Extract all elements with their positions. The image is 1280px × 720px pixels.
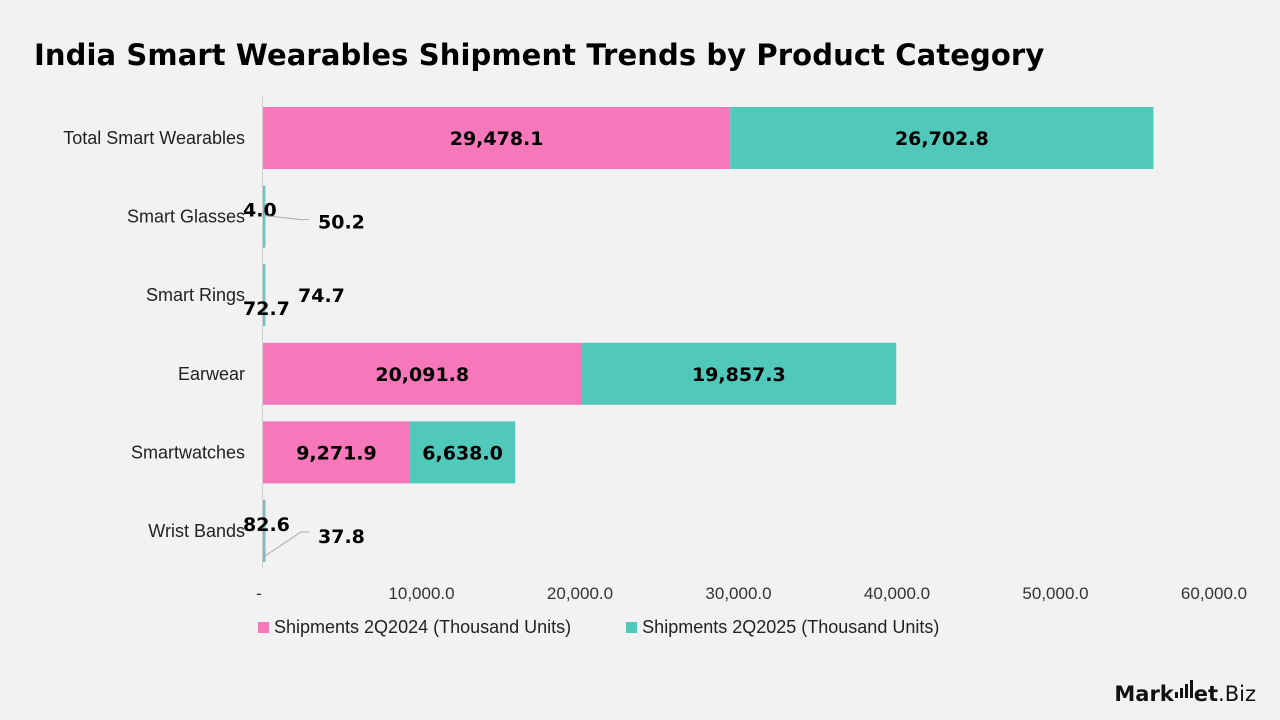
bar-2q2025-smart-glasses <box>264 185 266 248</box>
data-label-2q2025-wrist-bands: 37.8 <box>318 526 365 548</box>
chart-legend: Shipments 2Q2024 (Thousand Units) Shipme… <box>258 617 939 638</box>
x-tick-label: 40,000.0 <box>864 584 930 603</box>
category-label-smart-rings: Smart Rings <box>146 285 245 305</box>
x-tick-label: 10,000.0 <box>388 584 454 603</box>
marketbiz-logo: Mark et .Biz <box>1114 680 1256 706</box>
data-label-2q2025-earwear: 19,857.3 <box>692 364 786 386</box>
category-label-smartwatches: Smartwatches <box>131 442 245 462</box>
x-tick-label: 50,000.0 <box>1022 584 1088 603</box>
category-label-total-smart-wearables: Total Smart Wearables <box>63 128 245 148</box>
bar-2q2025-total-smart-wearables <box>730 107 1154 169</box>
legend-swatch-2q2024 <box>258 622 269 633</box>
x-tick-label: - <box>256 584 262 603</box>
data-label-2q2025-smart-rings: 74.7 <box>298 285 345 307</box>
legend-item-2q2025: Shipments 2Q2025 (Thousand Units) <box>626 617 939 638</box>
leader-line-smart-glasses <box>264 215 309 221</box>
category-label-earwear: Earwear <box>178 364 245 384</box>
bar-2q2025-earwear <box>581 342 897 405</box>
data-label-2q2025-total-smart-wearables: 26,702.8 <box>895 128 989 150</box>
logo-text-part2: et <box>1193 682 1219 706</box>
x-tick-label: 30,000.0 <box>705 584 771 603</box>
bar-2q2024-earwear <box>263 342 582 405</box>
legend-label-2q2024: Shipments 2Q2024 (Thousand Units) <box>274 617 572 637</box>
x-tick-label: 60,000.0 <box>1181 584 1247 603</box>
legend-item-2q2024: Shipments 2Q2024 (Thousand Units) <box>258 617 571 638</box>
logo-bars-icon <box>1174 680 1193 698</box>
data-label-2q2025-smart-glasses: 50.2 <box>318 212 365 234</box>
data-label-2q2024-smartwatches: 9,271.9 <box>296 442 377 464</box>
legend-label-2q2025: Shipments 2Q2025 (Thousand Units) <box>642 617 940 637</box>
bar-2q2025-smart-rings <box>264 264 266 327</box>
data-label-2q2024-smart-rings: 72.7 <box>243 298 290 320</box>
x-tick-label: 20,000.0 <box>547 584 613 603</box>
logo-text-part1: Mark <box>1114 682 1174 706</box>
data-label-2q2024-smart-glasses: 4.0 <box>243 200 277 222</box>
legend-swatch-2q2025 <box>626 622 638 633</box>
data-label-2q2024-earwear: 20,091.8 <box>375 364 469 386</box>
data-label-2q2024-wrist-bands: 82.6 <box>243 514 290 536</box>
category-label-smart-glasses: Smart Glasses <box>127 207 245 227</box>
bar-2q2025-smartwatches <box>409 421 516 484</box>
logo-text-part3: .Biz <box>1218 682 1256 706</box>
bar-2q2024-smart-rings <box>263 264 265 327</box>
bar-2q2024-total-smart-wearables <box>263 107 731 169</box>
data-label-2q2024-total-smart-wearables: 29,478.1 <box>450 128 544 150</box>
bar-2q2024-smartwatches <box>263 421 410 484</box>
bar-2q2024-smart-glasses <box>263 185 265 248</box>
chart-title: India Smart Wearables Shipment Trends by… <box>34 38 1045 72</box>
category-label-wrist-bands: Wrist Bands <box>148 521 245 541</box>
bar-2q2024-wrist-bands <box>263 500 265 562</box>
bar-2q2025-wrist-bands <box>264 500 266 562</box>
data-label-2q2025-smartwatches: 6,638.0 <box>422 442 503 464</box>
leader-line-wrist-bands <box>264 531 309 557</box>
